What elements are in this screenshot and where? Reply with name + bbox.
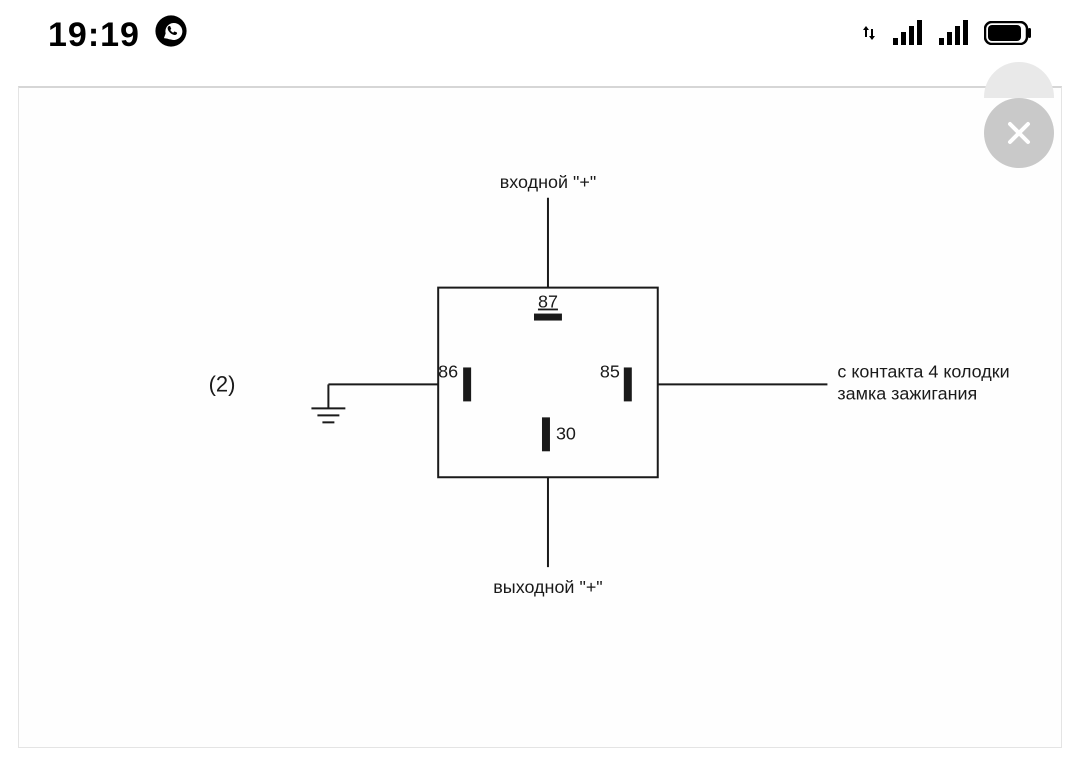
status-right (862, 20, 1032, 51)
close-icon (1004, 118, 1034, 148)
pin-30-label: 30 (556, 423, 576, 443)
status-left: 19:19 (48, 14, 188, 57)
signal-1-icon (892, 20, 922, 51)
label-bottom: выходной "+" (493, 577, 602, 597)
signal-2-icon (938, 20, 968, 51)
battery-icon (984, 21, 1032, 50)
pin-30 (542, 417, 550, 451)
pin-85 (624, 367, 632, 401)
content-area: 87 86 85 30 входной "+" выходной "+" с к… (18, 86, 1062, 748)
label-right-1: с контакта 4 колодки (837, 361, 1009, 381)
close-button[interactable] (984, 98, 1054, 168)
status-bar: 19:19 (0, 0, 1080, 70)
pin-86 (463, 367, 471, 401)
data-arrows-icon (862, 23, 876, 48)
pin-86-label: 86 (438, 361, 458, 381)
label-paren: (2) (209, 371, 236, 396)
whatsapp-icon (154, 14, 188, 57)
pin-87-label: 87 (538, 292, 558, 312)
pin-85-label: 85 (600, 361, 620, 381)
pin-87 (534, 314, 562, 321)
clock: 19:19 (48, 16, 140, 55)
label-top: входной "+" (500, 172, 597, 192)
label-right-2: замка зажигания (837, 383, 977, 403)
ground-icon (311, 384, 345, 422)
relay-diagram: 87 86 85 30 входной "+" выходной "+" с к… (19, 88, 1061, 749)
